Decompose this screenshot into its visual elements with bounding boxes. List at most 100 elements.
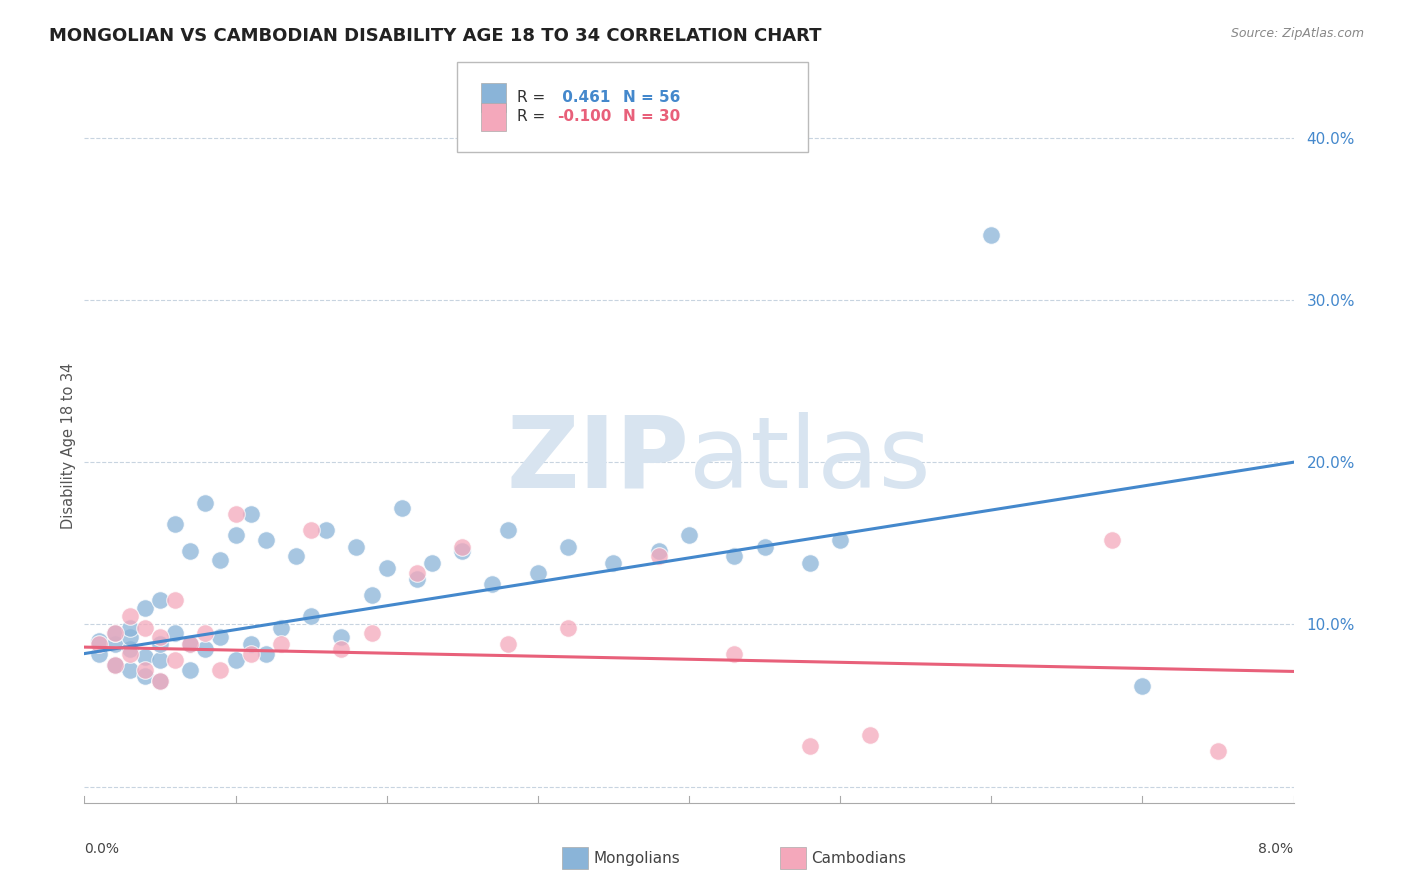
Text: R =: R = (517, 90, 551, 104)
Cambodians (104, 657, 127, 672)
Mongolians (451, 544, 474, 558)
Cambodians (648, 549, 671, 564)
Mongolians (179, 637, 201, 651)
Mongolians (165, 516, 187, 531)
Mongolians (134, 601, 156, 615)
Mongolians (179, 544, 201, 558)
Cambodians (1206, 744, 1229, 758)
Y-axis label: Disability Age 18 to 34: Disability Age 18 to 34 (60, 363, 76, 529)
Mongolians (360, 588, 382, 602)
Mongolians (118, 621, 141, 635)
Text: N = 30: N = 30 (623, 110, 681, 124)
Mongolians (209, 552, 232, 566)
Mongolians (239, 637, 262, 651)
Cambodians (118, 647, 141, 661)
Mongolians (346, 540, 368, 554)
Text: 0.461: 0.461 (557, 90, 610, 104)
Text: N = 56: N = 56 (623, 90, 681, 104)
Mongolians (648, 544, 671, 558)
Cambodians (330, 641, 353, 656)
Cambodians (149, 674, 172, 689)
Mongolians (104, 657, 127, 672)
Text: MONGOLIAN VS CAMBODIAN DISABILITY AGE 18 TO 34 CORRELATION CHART: MONGOLIAN VS CAMBODIAN DISABILITY AGE 18… (49, 27, 821, 45)
Mongolians (89, 647, 111, 661)
Mongolians (754, 540, 776, 554)
Mongolians (406, 572, 429, 586)
Mongolians (285, 549, 308, 564)
Mongolians (118, 631, 141, 645)
Mongolians (134, 669, 156, 683)
Cambodians (134, 621, 156, 635)
Mongolians (149, 637, 172, 651)
Mongolians (118, 641, 141, 656)
Cambodians (165, 653, 187, 667)
Cambodians (104, 625, 127, 640)
Cambodians (89, 637, 111, 651)
Cambodians (165, 593, 187, 607)
Mongolians (799, 556, 821, 570)
Mongolians (179, 663, 201, 677)
Mongolians (315, 524, 337, 538)
Mongolians (830, 533, 852, 547)
Mongolians (420, 556, 443, 570)
Mongolians (299, 609, 322, 624)
Cambodians (557, 621, 579, 635)
Mongolians (194, 641, 217, 656)
Mongolians (165, 625, 187, 640)
Mongolians (209, 631, 232, 645)
Mongolians (194, 496, 217, 510)
Mongolians (239, 507, 262, 521)
Cambodians (451, 540, 474, 554)
Cambodians (406, 566, 429, 580)
Mongolians (149, 653, 172, 667)
Cambodians (194, 625, 217, 640)
Mongolians (254, 647, 277, 661)
Mongolians (496, 524, 519, 538)
Text: atlas: atlas (689, 412, 931, 508)
Mongolians (557, 540, 579, 554)
Mongolians (149, 674, 172, 689)
Text: -0.100: -0.100 (557, 110, 612, 124)
Mongolians (527, 566, 550, 580)
Mongolians (481, 577, 503, 591)
Cambodians (1101, 533, 1123, 547)
Text: Mongolians: Mongolians (593, 851, 681, 865)
Mongolians (391, 500, 413, 515)
Cambodians (225, 507, 247, 521)
Text: ZIP: ZIP (506, 412, 689, 508)
Cambodians (118, 609, 141, 624)
Mongolians (254, 533, 277, 547)
Text: 0.0%: 0.0% (84, 842, 120, 856)
Mongolians (149, 593, 172, 607)
Cambodians (179, 637, 201, 651)
Mongolians (723, 549, 745, 564)
Text: Cambodians: Cambodians (811, 851, 907, 865)
Mongolians (270, 621, 292, 635)
Mongolians (330, 631, 353, 645)
Cambodians (239, 647, 262, 661)
Mongolians (1132, 679, 1154, 693)
Mongolians (118, 663, 141, 677)
Cambodians (134, 663, 156, 677)
Mongolians (225, 653, 247, 667)
Text: 8.0%: 8.0% (1258, 842, 1294, 856)
Mongolians (602, 556, 624, 570)
Mongolians (225, 528, 247, 542)
Text: Source: ZipAtlas.com: Source: ZipAtlas.com (1230, 27, 1364, 40)
Cambodians (496, 637, 519, 651)
Cambodians (209, 663, 232, 677)
Cambodians (360, 625, 382, 640)
Mongolians (104, 637, 127, 651)
Cambodians (299, 524, 322, 538)
Cambodians (723, 647, 745, 661)
Mongolians (89, 633, 111, 648)
Mongolians (375, 560, 398, 574)
Mongolians (104, 625, 127, 640)
Cambodians (149, 631, 172, 645)
Mongolians (678, 528, 700, 542)
Text: R =: R = (517, 110, 551, 124)
Cambodians (270, 637, 292, 651)
Mongolians (980, 228, 1002, 243)
Cambodians (859, 728, 882, 742)
Mongolians (134, 649, 156, 664)
